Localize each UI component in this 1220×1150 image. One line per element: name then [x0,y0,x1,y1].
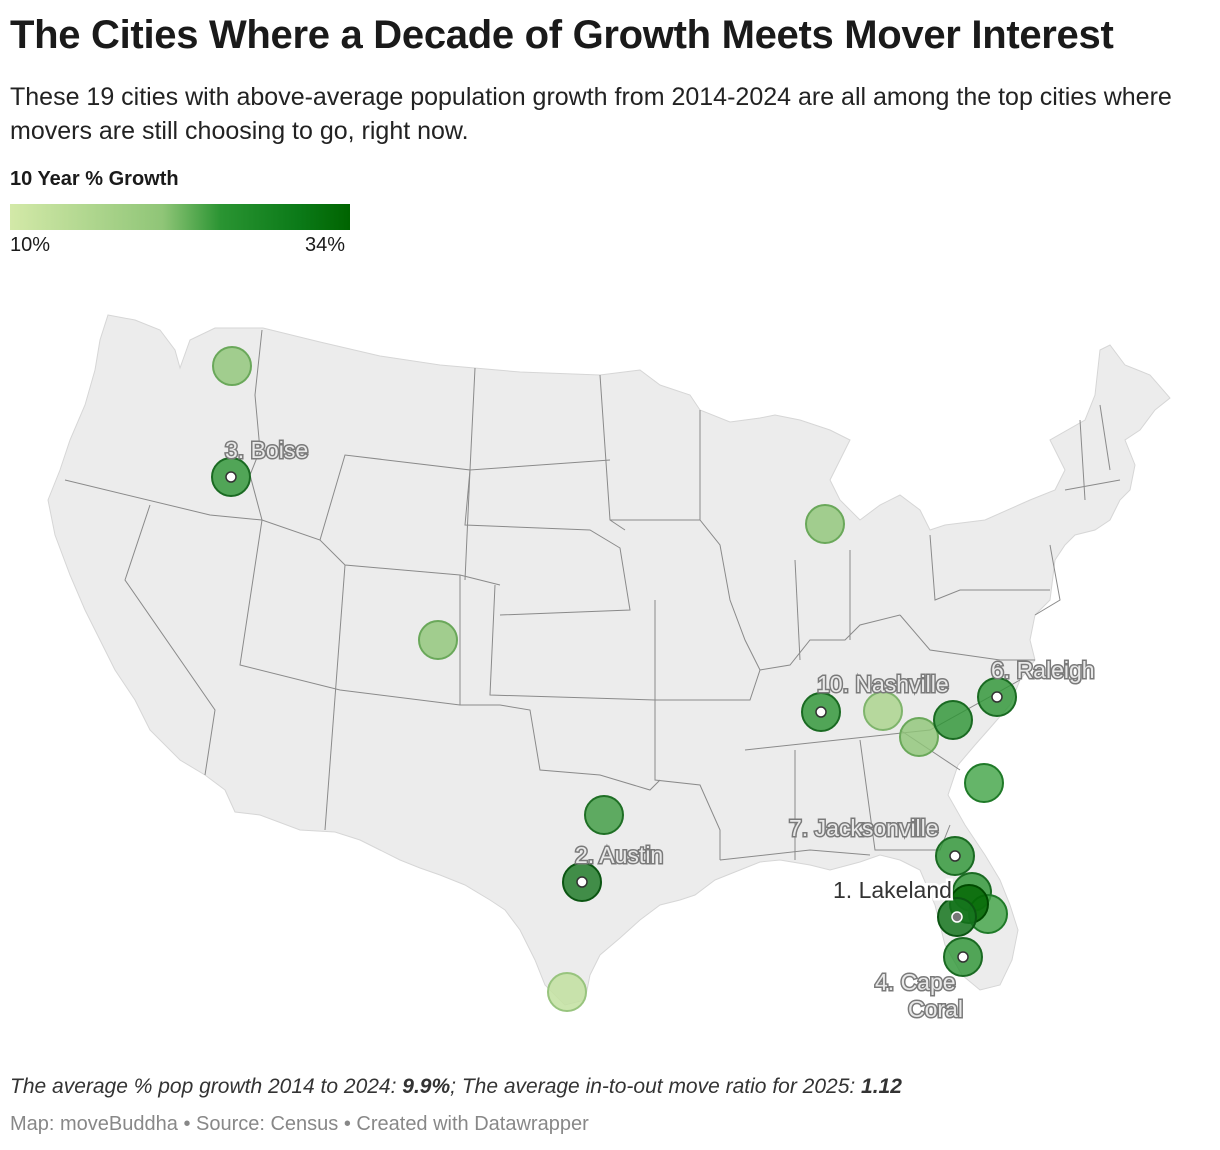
city-marker[interactable] [933,700,973,740]
label-boise: 3. Boise [225,437,308,463]
city-marker[interactable] [418,620,458,660]
note-growth-value: 9.9% [402,1075,451,1098]
city-marker[interactable] [805,504,845,544]
label-cape-coral-line2: Coral [908,996,963,1022]
city-marker[interactable] [212,346,252,386]
city-dot-raleigh [991,691,1003,703]
chart-title: The Cities Where a Decade of Growth Meet… [10,13,1114,57]
legend-max-label: 34% [305,234,346,256]
city-markers [211,346,1017,1012]
label-lakeland: 1. Lakeland [833,877,952,903]
footer-credits: Map: moveBuddha • Source: Census • Creat… [10,1113,589,1135]
us-map: 3. Boise 2. Austin 10. Nashville 6. Rale… [47,314,1171,1024]
labeled-city-dots [225,471,1003,963]
note-prefix: The average % pop growth 2014 to 2024: [10,1075,403,1098]
note-ratio-value: 1.12 [861,1075,902,1098]
state-borders [64,329,1121,861]
legend-title: 10 Year % Growth [10,168,179,190]
label-raleigh: 6. Raleigh [991,657,1095,683]
city-marker[interactable] [863,691,903,731]
city-dot-jacksonville [949,850,961,862]
city-dot-boise [225,471,237,483]
label-cape-coral-line1: 4. Cape [875,969,956,995]
summary-note: The average % pop growth 2014 to 2024: 9… [10,1075,902,1099]
label-nashville: 10. Nashville [817,671,949,697]
city-dot-nashville [815,706,827,718]
label-jacksonville: 7. Jacksonville [789,815,939,841]
city-marker[interactable] [547,972,587,1012]
us-landmass [47,314,1171,1006]
city-marker[interactable] [899,717,939,757]
city-marker[interactable] [584,795,624,835]
city-dot-austin [576,876,588,888]
city-dot-cape-coral [957,951,969,963]
legend-color-scale [10,204,350,230]
chart-subtitle: These 19 cities with above-average popul… [10,83,1172,145]
note-middle: ; The average in-to-out move ratio for 2… [450,1075,862,1098]
legend-min-label: 10% [10,234,51,256]
city-marker[interactable] [964,763,1004,803]
city-dot-lakeland [951,911,963,923]
label-austin: 2. Austin [575,842,663,868]
